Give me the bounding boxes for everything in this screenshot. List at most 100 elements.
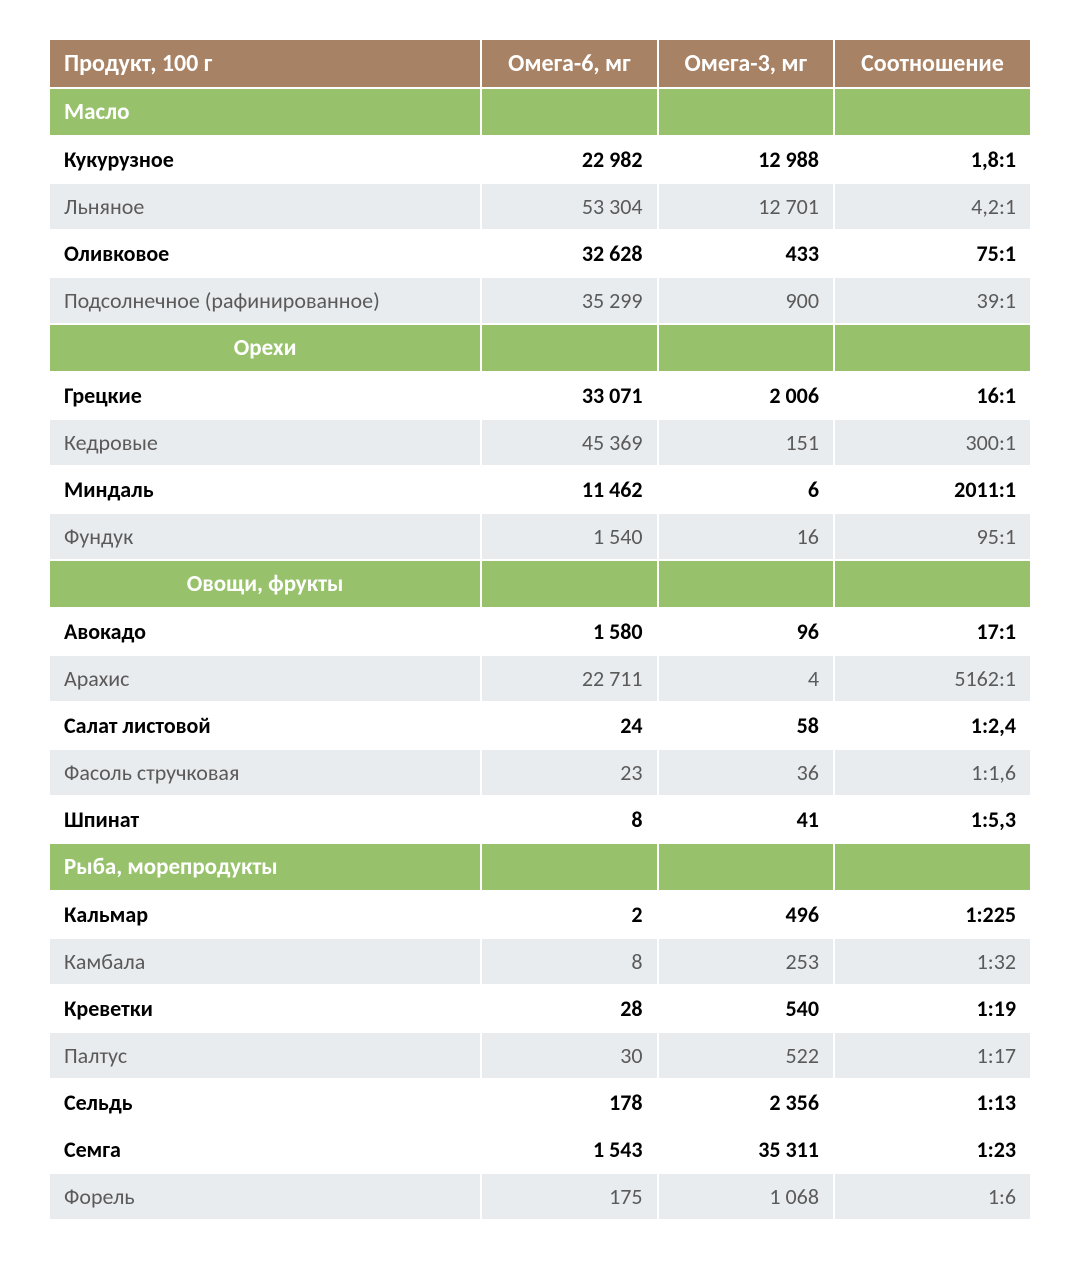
cell-omega6: 53 304 xyxy=(481,183,657,230)
cell-product: Подсолнечное (рафинированное) xyxy=(50,277,481,324)
cell-product: Оливковое xyxy=(50,230,481,277)
section-row: Рыба, морепродукты xyxy=(50,843,1030,891)
cell-omega6: 23 xyxy=(481,749,657,796)
section-empty-cell xyxy=(481,843,657,891)
col-header-ratio: Соотношение xyxy=(834,40,1030,88)
cell-ratio: 1:19 xyxy=(834,985,1030,1032)
section-empty-cell xyxy=(658,843,834,891)
col-header-omega6: Омега-6, мг xyxy=(481,40,657,88)
cell-product: Льняное xyxy=(50,183,481,230)
cell-ratio: 1:32 xyxy=(834,938,1030,985)
table-row: Сельдь1782 3561:13 xyxy=(50,1079,1030,1126)
cell-product: Авокадо xyxy=(50,608,481,655)
table-row: Шпинат8411:5,3 xyxy=(50,796,1030,843)
table-row: Семга1 54335 3111:23 xyxy=(50,1126,1030,1173)
cell-omega3: 6 xyxy=(658,466,834,513)
cell-ratio: 1:6 xyxy=(834,1173,1030,1220)
cell-omega6: 22 711 xyxy=(481,655,657,702)
table-row: Форель1751 0681:6 xyxy=(50,1173,1030,1220)
section-label: Орехи xyxy=(50,324,481,372)
section-row: Масло xyxy=(50,88,1030,136)
cell-omega3: 4 xyxy=(658,655,834,702)
section-empty-cell xyxy=(481,560,657,608)
table-row: Камбала82531:32 xyxy=(50,938,1030,985)
table-row: Оливковое32 62843375:1 xyxy=(50,230,1030,277)
table-header: Продукт, 100 гОмега-6, мгОмега-3, мгСоот… xyxy=(50,40,1030,88)
cell-omega3: 253 xyxy=(658,938,834,985)
cell-omega3: 540 xyxy=(658,985,834,1032)
table-row: Кукурузное22 98212 9881,8:1 xyxy=(50,136,1030,183)
table-row: Арахис22 71145162:1 xyxy=(50,655,1030,702)
section-empty-cell xyxy=(834,560,1030,608)
cell-ratio: 300:1 xyxy=(834,419,1030,466)
cell-ratio: 1:5,3 xyxy=(834,796,1030,843)
section-label: Рыба, морепродукты xyxy=(50,843,481,891)
header-row: Продукт, 100 гОмега-6, мгОмега-3, мгСоот… xyxy=(50,40,1030,88)
cell-ratio: 1:225 xyxy=(834,891,1030,938)
cell-omega6: 11 462 xyxy=(481,466,657,513)
cell-omega6: 1 580 xyxy=(481,608,657,655)
section-empty-cell xyxy=(834,88,1030,136)
cell-omega3: 12 988 xyxy=(658,136,834,183)
cell-omega3: 96 xyxy=(658,608,834,655)
cell-product: Сельдь xyxy=(50,1079,481,1126)
col-header-omega3: Омега-3, мг xyxy=(658,40,834,88)
cell-ratio: 1,8:1 xyxy=(834,136,1030,183)
table-container: Продукт, 100 гОмега-6, мгОмега-3, мгСоот… xyxy=(0,0,1080,1261)
cell-omega3: 496 xyxy=(658,891,834,938)
cell-product: Кукурузное xyxy=(50,136,481,183)
cell-omega6: 178 xyxy=(481,1079,657,1126)
cell-omega6: 1 540 xyxy=(481,513,657,560)
cell-product: Миндаль xyxy=(50,466,481,513)
cell-omega6: 175 xyxy=(481,1173,657,1220)
col-header-product: Продукт, 100 г xyxy=(50,40,481,88)
cell-ratio: 1:23 xyxy=(834,1126,1030,1173)
cell-omega3: 2 356 xyxy=(658,1079,834,1126)
section-label: Масло xyxy=(50,88,481,136)
cell-omega6: 8 xyxy=(481,796,657,843)
table-row: Палтус305221:17 xyxy=(50,1032,1030,1079)
cell-omega3: 151 xyxy=(658,419,834,466)
cell-ratio: 1:17 xyxy=(834,1032,1030,1079)
cell-omega3: 1 068 xyxy=(658,1173,834,1220)
section-empty-cell xyxy=(481,324,657,372)
cell-omega3: 35 311 xyxy=(658,1126,834,1173)
table-row: Грецкие33 0712 00616:1 xyxy=(50,372,1030,419)
cell-omega6: 2 xyxy=(481,891,657,938)
table-row: Фундук1 5401695:1 xyxy=(50,513,1030,560)
cell-omega3: 58 xyxy=(658,702,834,749)
section-empty-cell xyxy=(658,560,834,608)
cell-ratio: 1:2,4 xyxy=(834,702,1030,749)
cell-product: Грецкие xyxy=(50,372,481,419)
section-empty-cell xyxy=(658,324,834,372)
cell-omega6: 35 299 xyxy=(481,277,657,324)
table-row: Кальмар24961:225 xyxy=(50,891,1030,938)
cell-product: Семга xyxy=(50,1126,481,1173)
cell-omega3: 41 xyxy=(658,796,834,843)
cell-product: Шпинат xyxy=(50,796,481,843)
cell-ratio: 16:1 xyxy=(834,372,1030,419)
cell-ratio: 95:1 xyxy=(834,513,1030,560)
cell-ratio: 4,2:1 xyxy=(834,183,1030,230)
cell-product: Кедровые xyxy=(50,419,481,466)
section-empty-cell xyxy=(658,88,834,136)
section-label: Овощи, фрукты xyxy=(50,560,481,608)
cell-product: Форель xyxy=(50,1173,481,1220)
omega-table: Продукт, 100 гОмега-6, мгОмега-3, мгСоот… xyxy=(50,40,1030,1221)
cell-product: Камбала xyxy=(50,938,481,985)
cell-omega3: 522 xyxy=(658,1032,834,1079)
cell-omega6: 33 071 xyxy=(481,372,657,419)
table-row: Креветки285401:19 xyxy=(50,985,1030,1032)
section-empty-cell xyxy=(481,88,657,136)
table-row: Кедровые45 369151300:1 xyxy=(50,419,1030,466)
cell-product: Салат листовой xyxy=(50,702,481,749)
table-row: Авокадо1 5809617:1 xyxy=(50,608,1030,655)
table-row: Подсолнечное (рафинированное)35 29990039… xyxy=(50,277,1030,324)
cell-omega6: 28 xyxy=(481,985,657,1032)
cell-omega3: 12 701 xyxy=(658,183,834,230)
table-row: Льняное53 30412 7014,2:1 xyxy=(50,183,1030,230)
cell-omega6: 24 xyxy=(481,702,657,749)
cell-omega6: 30 xyxy=(481,1032,657,1079)
table-body: Масло Кукурузное22 98212 9881,8:1Льняное… xyxy=(50,88,1030,1220)
section-empty-cell xyxy=(834,324,1030,372)
